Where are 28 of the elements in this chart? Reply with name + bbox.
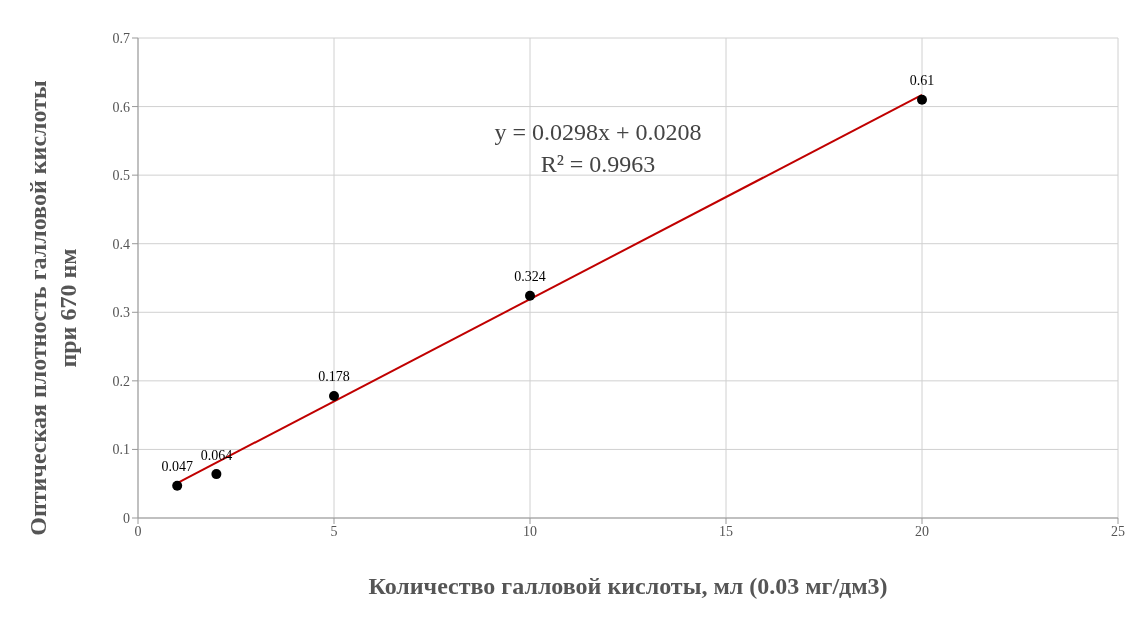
y-tick-label: 0.1 — [112, 442, 130, 458]
x-tick-label: 0 — [134, 523, 142, 539]
x-tick-label: 10 — [523, 523, 537, 539]
point — [211, 469, 222, 480]
x-tick-label: 15 — [719, 523, 733, 539]
y-tick-label: 0.2 — [112, 373, 130, 389]
y-tick-label: 0.7 — [112, 30, 130, 46]
point — [329, 390, 339, 401]
y-axis-title: Оптическая плотность галловой кислоты при 670 нм — [24, 79, 82, 538]
y-tick-label: 0.6 — [112, 99, 130, 115]
y-tick-label: 0.5 — [112, 168, 130, 184]
x-tick-label: 5 — [330, 523, 338, 539]
x-axis-title: Количество галловой кислоты, мл (0.03 мг/дм3) — [367, 573, 889, 600]
data-label: 0.61 — [909, 73, 935, 89]
point — [525, 290, 535, 301]
data-label: 0.064 — [200, 447, 233, 463]
x-tick-label: 25 — [1111, 523, 1125, 539]
point — [172, 480, 183, 491]
point — [917, 94, 927, 105]
y-tick-label: 0.4 — [112, 236, 130, 252]
y-tick-label: 0 — [123, 510, 130, 526]
annotation: y = 0.0298x + 0.0208 — [493, 118, 703, 147]
x-tick-label: 20 — [915, 523, 929, 539]
y-tick-label: 0.3 — [112, 305, 130, 321]
data-label: 0.178 — [318, 369, 350, 385]
data-label: 0.324 — [514, 269, 546, 285]
annotation: R² = 0.9963 — [539, 150, 657, 179]
data-label: 0.047 — [161, 459, 193, 475]
